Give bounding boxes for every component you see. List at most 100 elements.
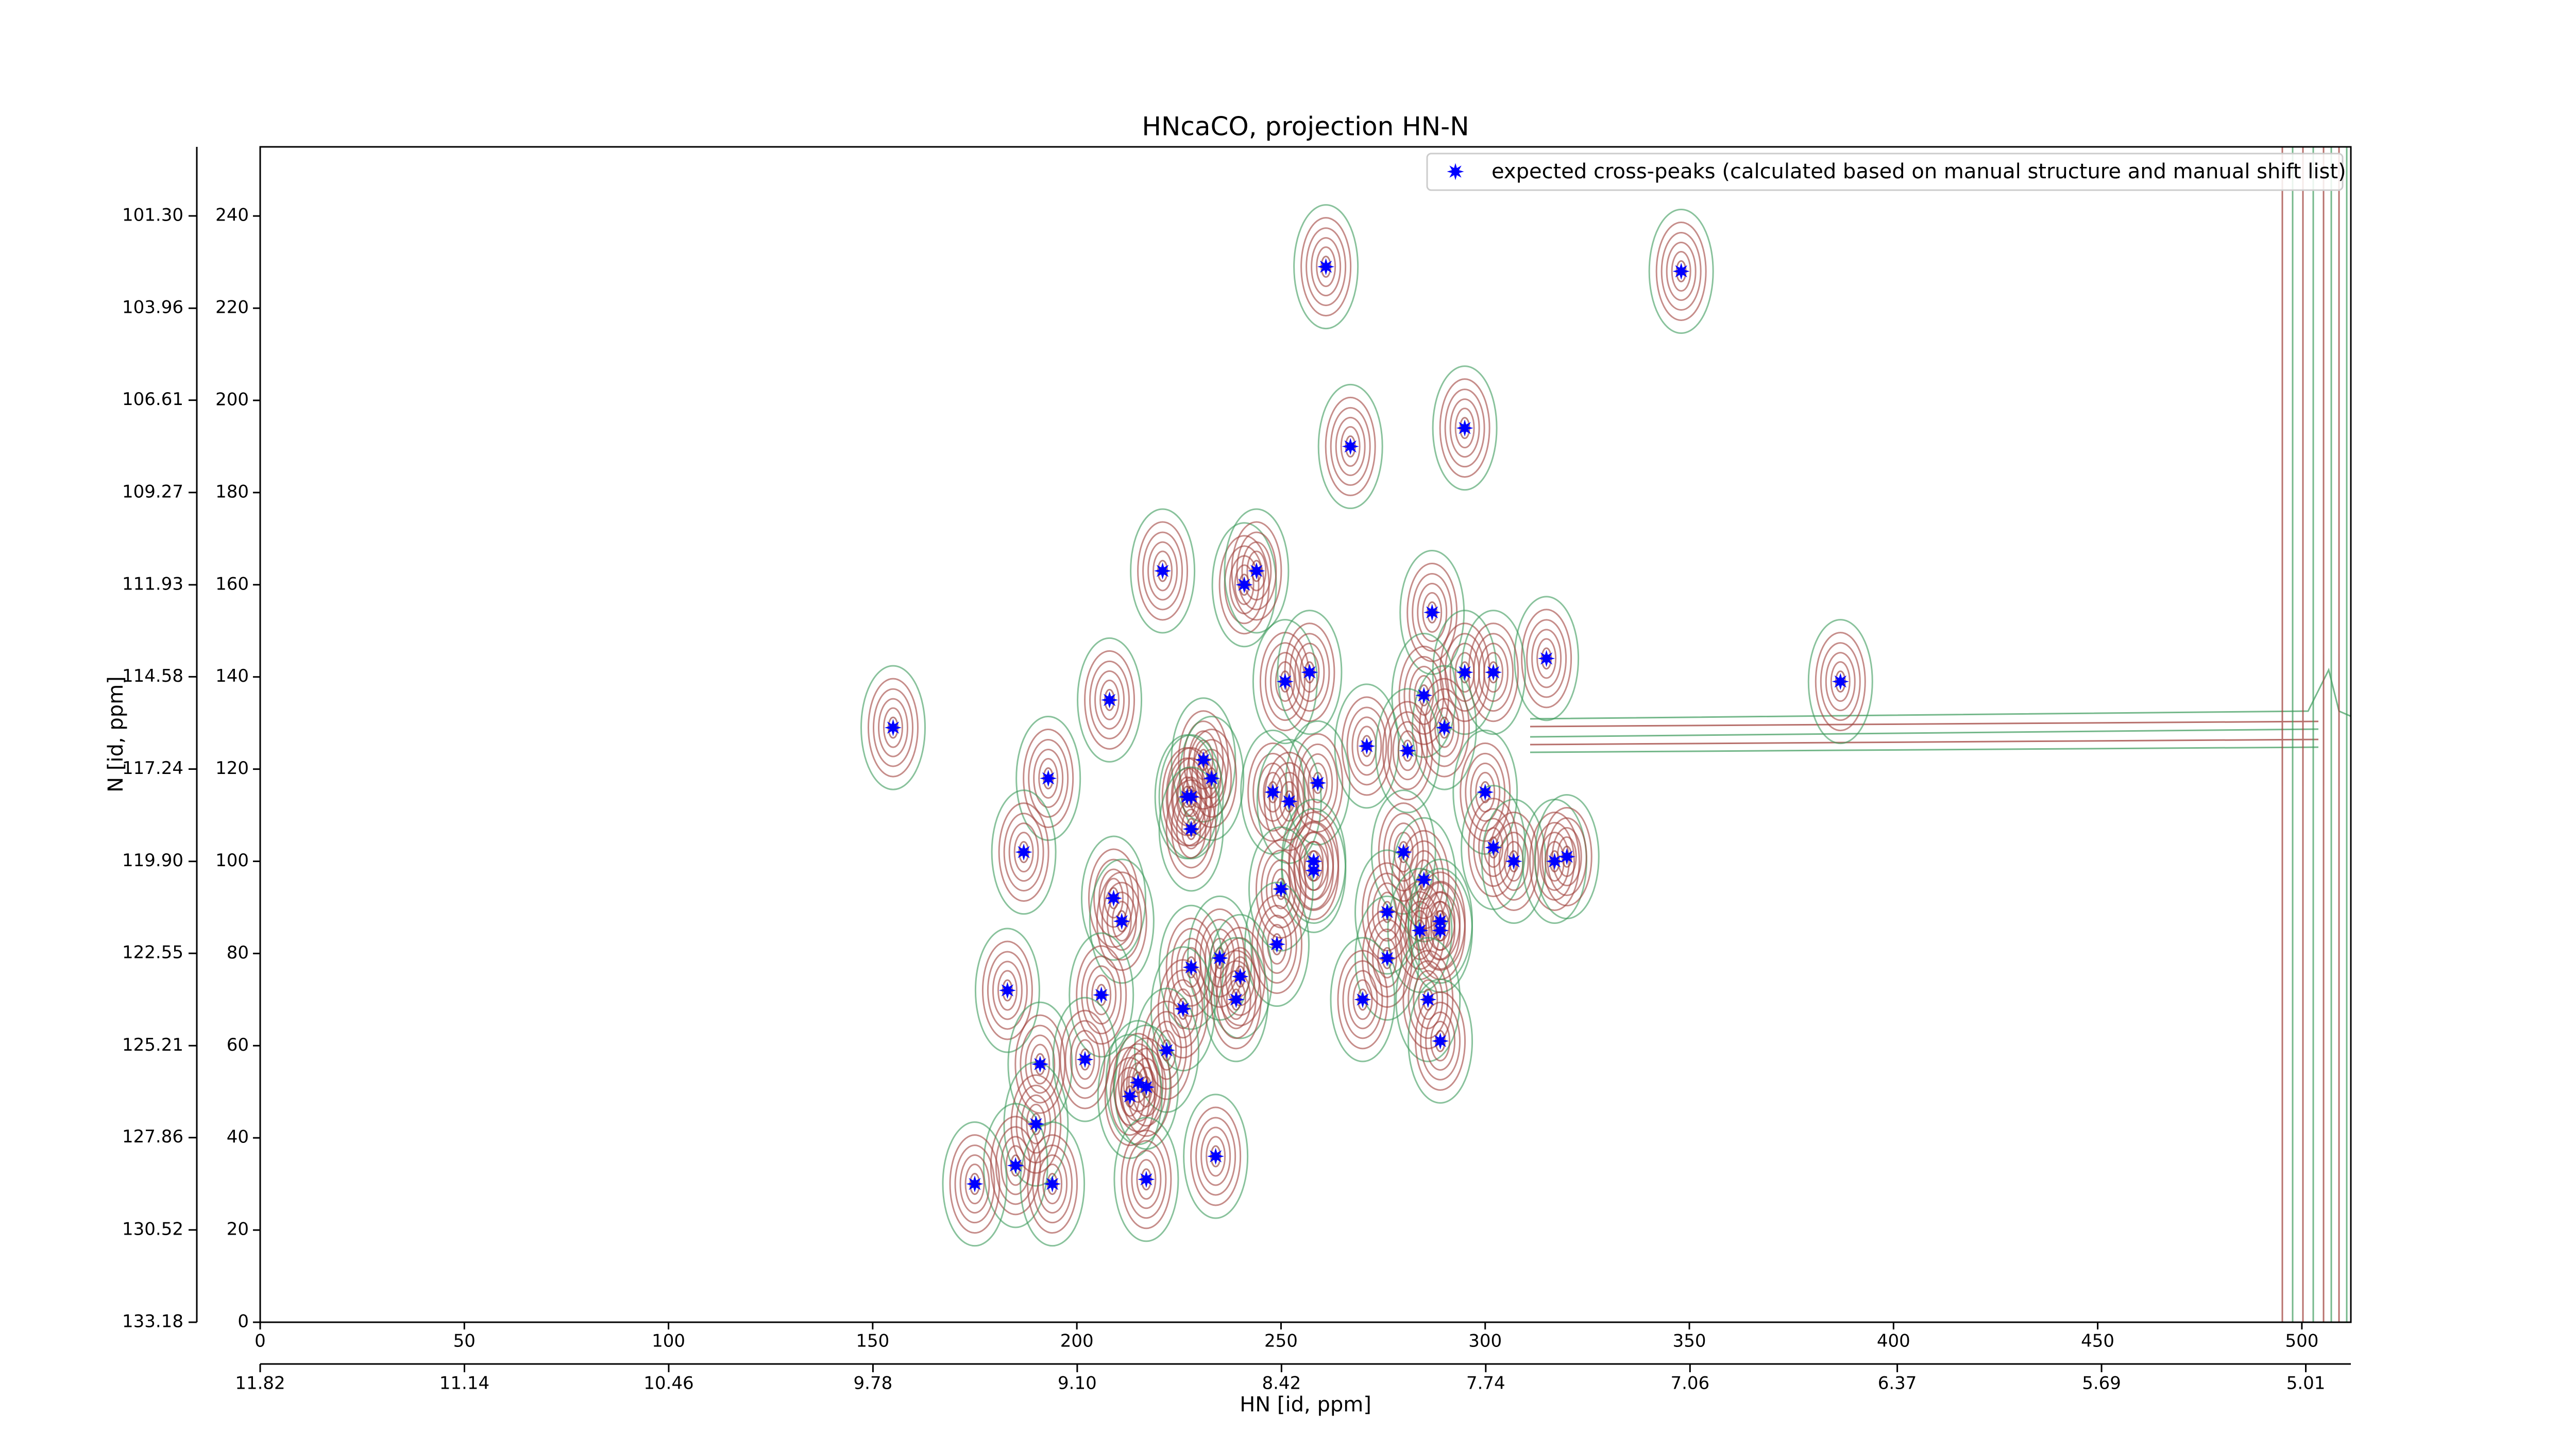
- contour: [1032, 1144, 1073, 1224]
- contour: [1468, 798, 1519, 898]
- contour: [1375, 688, 1440, 814]
- contour: [1300, 217, 1352, 317]
- cross-peak: [1235, 576, 1253, 594]
- edge-band: [2281, 147, 2340, 1322]
- cross-peak: [1505, 852, 1522, 870]
- x-tick-label: 100: [652, 1331, 685, 1352]
- contour: [1387, 711, 1428, 790]
- x2-tick-label: 8.42: [1262, 1373, 1301, 1394]
- contour: [1203, 937, 1269, 1063]
- contour: [1153, 550, 1173, 592]
- contour: [1162, 969, 1204, 1049]
- cross-peak: [998, 982, 1016, 999]
- cross-peak: [1182, 958, 1200, 976]
- y-tick-label: 180: [215, 481, 249, 502]
- contour: [959, 1154, 990, 1214]
- contour: [1815, 632, 1866, 732]
- contour: [1444, 389, 1485, 468]
- contour: [1013, 832, 1034, 873]
- contour: [1131, 1150, 1162, 1209]
- contour: [1422, 592, 1443, 633]
- contour: [1126, 1140, 1167, 1219]
- y2-tick-label: 109.27: [122, 481, 183, 502]
- contour: [1244, 882, 1310, 1007]
- contour: [1551, 827, 1582, 887]
- contour: [1370, 789, 1436, 915]
- cross-peak: [1423, 603, 1441, 621]
- y-tick-label: 140: [215, 666, 249, 686]
- contour: [1409, 665, 1439, 725]
- contour: [1493, 821, 1534, 901]
- x2-tick-label: 7.06: [1670, 1373, 1709, 1394]
- contour: [1478, 643, 1509, 702]
- cross-peak: [1419, 991, 1437, 1008]
- contour: [974, 928, 1040, 1053]
- contour: [942, 1121, 1008, 1247]
- contour: [1403, 840, 1445, 919]
- cross-peak: [1015, 844, 1032, 861]
- x-tick-label: 350: [1673, 1331, 1706, 1352]
- contour: [1439, 378, 1490, 478]
- contour: [1141, 1000, 1193, 1100]
- cross-peak: [1456, 419, 1473, 437]
- y2-tick-label: 117.24: [122, 758, 183, 779]
- contour: [1025, 1034, 1056, 1094]
- cross-peak: [1317, 258, 1335, 276]
- contour: [1299, 652, 1320, 693]
- cross-peak: [1121, 1088, 1139, 1105]
- contour: [1234, 564, 1255, 605]
- contour: [1076, 945, 1127, 1045]
- contour: [1165, 779, 1217, 879]
- x-tick-label: 250: [1264, 1331, 1298, 1352]
- legend: expected cross-peaks (calculated based o…: [1426, 153, 2346, 191]
- cross-peak: [1432, 1032, 1449, 1050]
- contour: [1207, 914, 1273, 1039]
- cross-peak: [1105, 889, 1123, 907]
- cross-peak: [1248, 562, 1265, 580]
- legend-marker: [1447, 163, 1464, 180]
- contour: [1825, 652, 1856, 712]
- y2-tick-label: 130.52: [122, 1219, 183, 1239]
- contour: [1069, 932, 1134, 1058]
- contour: [1027, 1134, 1078, 1234]
- contour: [1038, 757, 1059, 799]
- contour: [1091, 974, 1112, 1016]
- y-tick-label: 20: [227, 1219, 249, 1240]
- contour: [1398, 645, 1450, 745]
- contour: [1262, 915, 1293, 974]
- contour: [1311, 237, 1342, 297]
- cross-peak: [1485, 664, 1502, 681]
- contour: [1325, 396, 1376, 496]
- x2-tick-label: 10.46: [643, 1373, 693, 1394]
- contour: [1293, 204, 1359, 330]
- contour: [1109, 1057, 1150, 1136]
- contour: [1556, 836, 1577, 878]
- y2-tick-label: 125.21: [122, 1035, 183, 1055]
- contour: [1377, 937, 1398, 979]
- contour: [1157, 959, 1209, 1059]
- contour: [1171, 928, 1212, 1007]
- contour: [992, 961, 1023, 1020]
- contour: [1183, 1093, 1249, 1219]
- contour: [1470, 762, 1501, 822]
- cross-peak: [1203, 769, 1221, 787]
- contour: [1449, 398, 1480, 458]
- contour: [1190, 1106, 1242, 1206]
- ridge-streak: [1530, 147, 2340, 1322]
- contour: [1147, 541, 1178, 601]
- contour: [1454, 408, 1475, 449]
- cross-peak: [1456, 664, 1473, 681]
- contour: [1158, 766, 1224, 892]
- cross-peak: [1264, 783, 1282, 801]
- x2-tick-label: 11.82: [235, 1373, 285, 1394]
- contour: [1181, 808, 1201, 850]
- x-tick-label: 0: [255, 1331, 266, 1352]
- contour: [1206, 1136, 1226, 1177]
- y2-tick-label: 103.96: [122, 297, 183, 318]
- contour: [1534, 794, 1600, 920]
- contour: [1101, 882, 1142, 961]
- contour: [872, 688, 913, 767]
- contour: [1330, 937, 1396, 1063]
